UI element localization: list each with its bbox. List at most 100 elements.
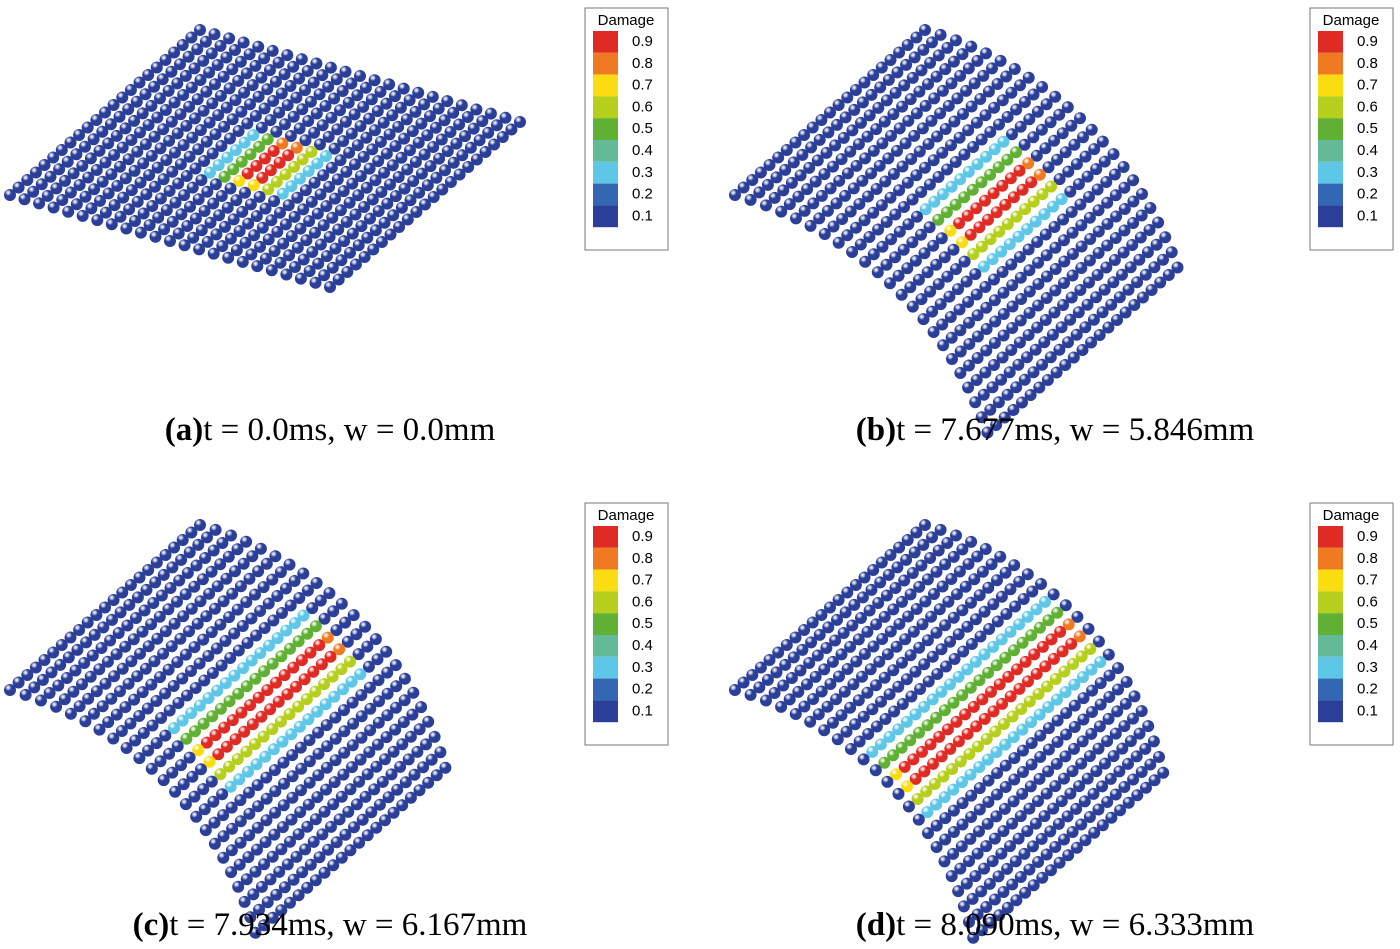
particle — [866, 745, 879, 758]
particle — [1102, 648, 1115, 661]
particle — [128, 164, 141, 177]
particle — [947, 243, 960, 256]
particle — [883, 688, 896, 701]
particle — [1006, 322, 1019, 334]
particle — [345, 127, 358, 140]
particle — [1015, 703, 1028, 715]
particle — [911, 793, 924, 805]
particle — [1092, 225, 1105, 238]
particle — [1152, 216, 1165, 229]
particle — [404, 791, 417, 804]
particle — [1021, 351, 1033, 364]
particle — [116, 586, 129, 599]
particle — [375, 186, 388, 198]
particle — [148, 655, 161, 668]
particle — [292, 700, 305, 713]
particle — [300, 693, 313, 706]
particle — [151, 111, 164, 124]
particle — [303, 265, 316, 278]
particle — [806, 616, 819, 629]
particle — [284, 130, 297, 142]
particle — [837, 627, 850, 639]
particle — [261, 684, 274, 697]
particle — [357, 100, 370, 113]
particle — [1083, 254, 1096, 267]
particle — [220, 101, 233, 114]
particle — [1066, 226, 1079, 239]
particle — [900, 715, 913, 728]
particle — [154, 755, 167, 768]
particle — [251, 779, 264, 792]
particle — [1034, 751, 1047, 763]
particle — [1012, 358, 1025, 371]
particle — [301, 65, 314, 77]
caption-text: t = 7.934ms, w = 6.167mm — [169, 907, 527, 943]
particle — [970, 613, 982, 626]
particle — [217, 830, 230, 843]
particle — [207, 795, 220, 808]
particle — [959, 708, 972, 721]
particle — [291, 191, 304, 204]
particle — [1004, 690, 1017, 703]
legend-label: 0.5 — [632, 615, 653, 632]
particle — [1118, 224, 1131, 237]
particle — [924, 285, 937, 298]
particle — [299, 843, 312, 856]
particle — [160, 154, 173, 167]
particle — [322, 130, 335, 143]
particle — [4, 684, 16, 696]
particle — [1021, 825, 1034, 838]
particle — [50, 700, 63, 713]
particle — [155, 589, 168, 602]
particle — [194, 124, 207, 137]
particle — [818, 663, 831, 676]
particle — [1005, 86, 1018, 99]
particle — [997, 825, 1010, 838]
particle — [984, 233, 997, 246]
particle — [394, 101, 407, 114]
particle — [988, 273, 1000, 286]
particle — [325, 820, 337, 833]
particle — [124, 717, 137, 730]
particle — [887, 749, 900, 762]
particle — [1085, 123, 1098, 136]
particle — [907, 753, 920, 766]
particle — [768, 191, 781, 204]
particle — [395, 201, 408, 214]
particle — [250, 210, 263, 223]
particle — [1007, 191, 1020, 204]
legend-title: Damage — [598, 507, 655, 524]
particle — [381, 197, 394, 210]
particle — [270, 125, 283, 138]
particle — [326, 211, 339, 224]
particle — [968, 77, 981, 90]
particle — [196, 573, 209, 586]
particle — [1044, 351, 1057, 364]
particle — [1098, 283, 1111, 296]
particle — [249, 672, 262, 685]
particle — [1059, 146, 1072, 159]
particle — [209, 78, 221, 91]
particle — [127, 633, 140, 646]
particle — [970, 374, 983, 386]
particle — [154, 92, 166, 105]
particle — [909, 708, 922, 721]
particle — [345, 77, 358, 90]
particle — [932, 213, 945, 226]
particle — [287, 873, 300, 886]
particle — [264, 114, 277, 127]
particle — [962, 381, 975, 394]
particle — [1134, 231, 1147, 244]
particle — [1083, 211, 1096, 224]
particle — [1039, 595, 1051, 608]
particle — [815, 114, 828, 126]
particle — [136, 107, 149, 120]
particle — [991, 767, 1004, 780]
particle — [830, 693, 843, 706]
particle — [790, 212, 802, 225]
particle — [197, 633, 210, 646]
particle — [99, 677, 112, 690]
particle — [1038, 208, 1051, 221]
